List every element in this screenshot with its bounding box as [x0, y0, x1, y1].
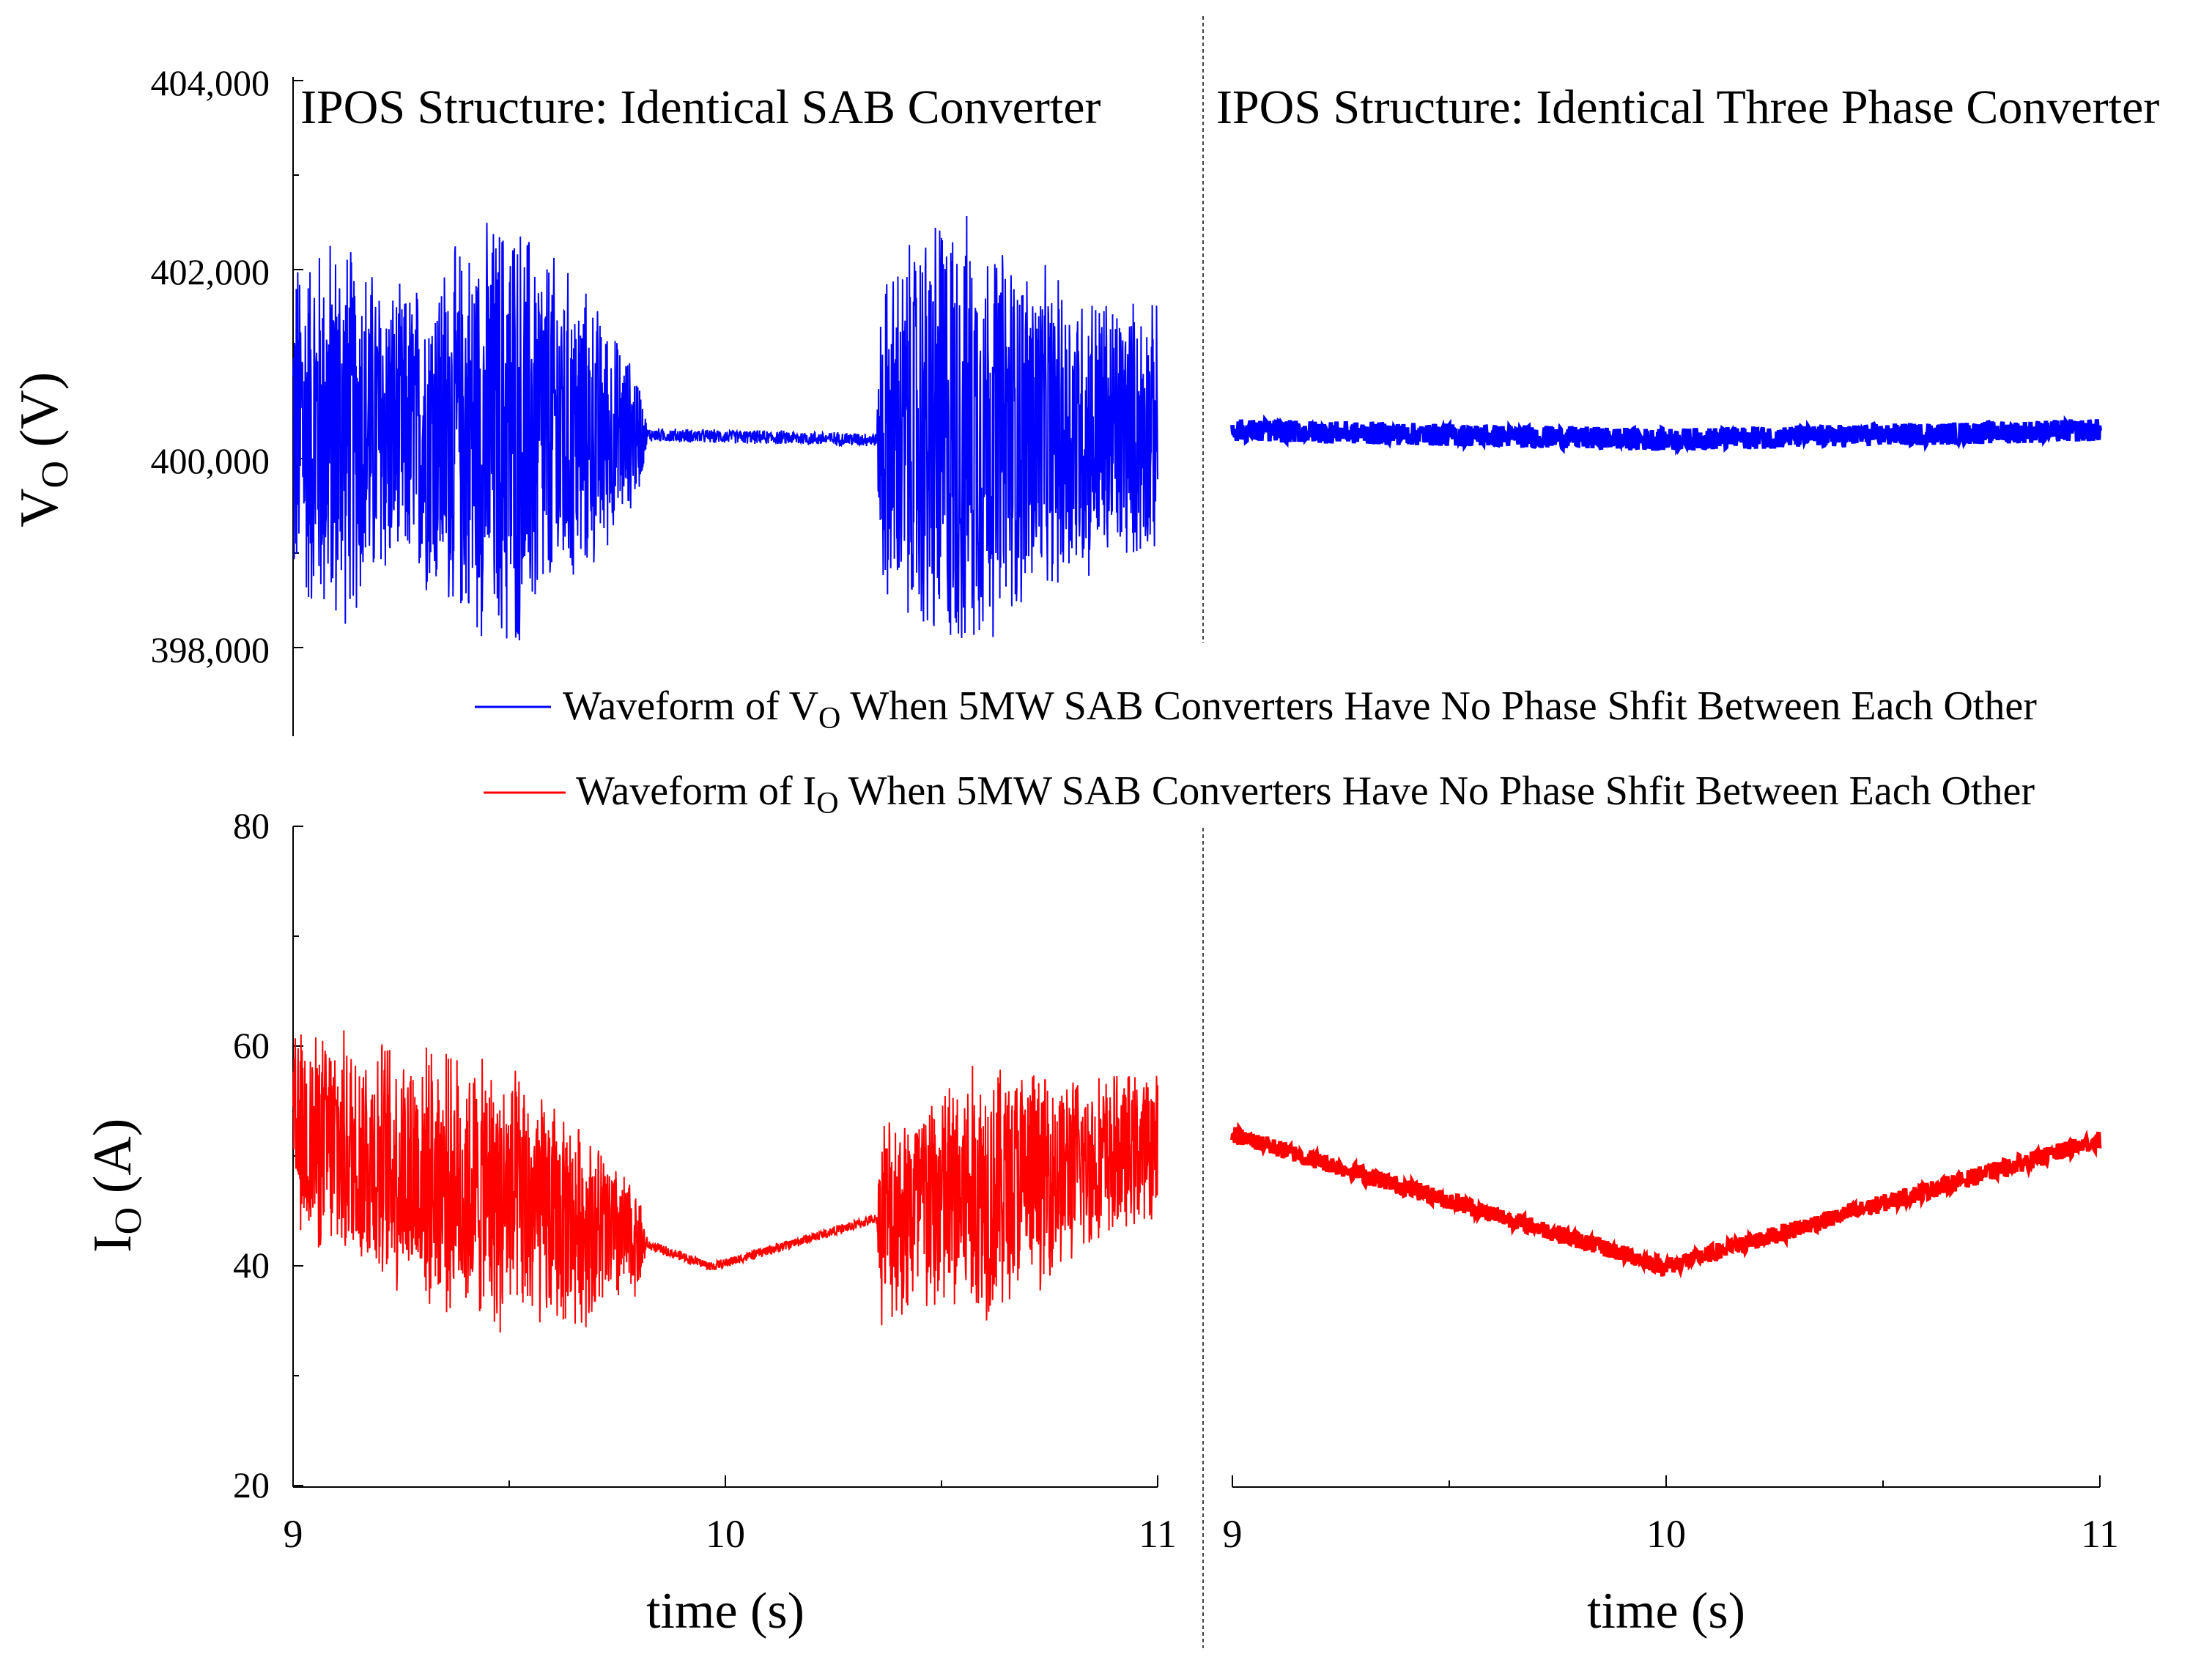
legend: Waveform of VO When 5MW SAB Converters H… [475, 683, 2037, 820]
vo-ylabel: VO (V) [10, 372, 76, 527]
legend-vo-label: Waveform of VO When 5MW SAB Converters H… [563, 683, 2037, 735]
x-tick-labels-right: 9 10 11 [1223, 1512, 2120, 1556]
io-ylabel: IO (A) [83, 1119, 149, 1253]
io-ytick-labels: 80 60 40 20 [233, 805, 270, 1505]
legend-io-label: Waveform of IO When 5MW SAB Converters H… [576, 768, 2035, 820]
vo-ytick-label: 404,000 [151, 62, 270, 103]
title-sab: IPOS Structure: Identical SAB Converter [300, 81, 1101, 134]
vo-sab-series-line [292, 215, 1158, 641]
vo-three-phase-series-line [1230, 414, 2102, 456]
vo-ytick-labels: 404,000 402,000 400,000 398,000 [151, 62, 270, 670]
x-tick-labels-left: 9 10 11 [284, 1512, 1177, 1556]
io-y-axis [292, 826, 303, 1487]
title-three-phase: IPOS Structure: Identical Three Phase Co… [1216, 81, 2159, 134]
x-tick-label: 11 [2081, 1512, 2119, 1556]
io-ytick-label: 60 [233, 1025, 270, 1066]
x-axis-right [1232, 1475, 2101, 1488]
vo-ytick-label: 400,000 [151, 440, 270, 481]
vo-ytick-label: 402,000 [151, 251, 270, 292]
io-ytick-label: 20 [233, 1464, 270, 1505]
io-waveform-sab [292, 1030, 1158, 1333]
io-sab-series-line [292, 1030, 1158, 1333]
io-three-phase-series-line [1230, 1122, 2102, 1279]
x-tick-label: 9 [1223, 1512, 1243, 1556]
io-ytick-label: 80 [233, 805, 270, 846]
xlabel-left: time (s) [646, 1583, 804, 1639]
x-tick-label: 11 [1139, 1512, 1177, 1556]
vo-waveform-sab [292, 215, 1158, 641]
x-tick-label: 10 [706, 1512, 745, 1556]
x-axis-left [292, 1475, 1158, 1488]
io-ytick-label: 40 [233, 1245, 270, 1286]
x-tick-label: 10 [1646, 1512, 1686, 1556]
vo-ytick-label: 398,000 [151, 629, 270, 670]
xlabel-right: time (s) [1587, 1583, 1745, 1639]
vo-waveform-three-phase [1230, 414, 2102, 456]
x-tick-label: 9 [284, 1512, 303, 1556]
io-waveform-three-phase [1230, 1122, 2102, 1279]
